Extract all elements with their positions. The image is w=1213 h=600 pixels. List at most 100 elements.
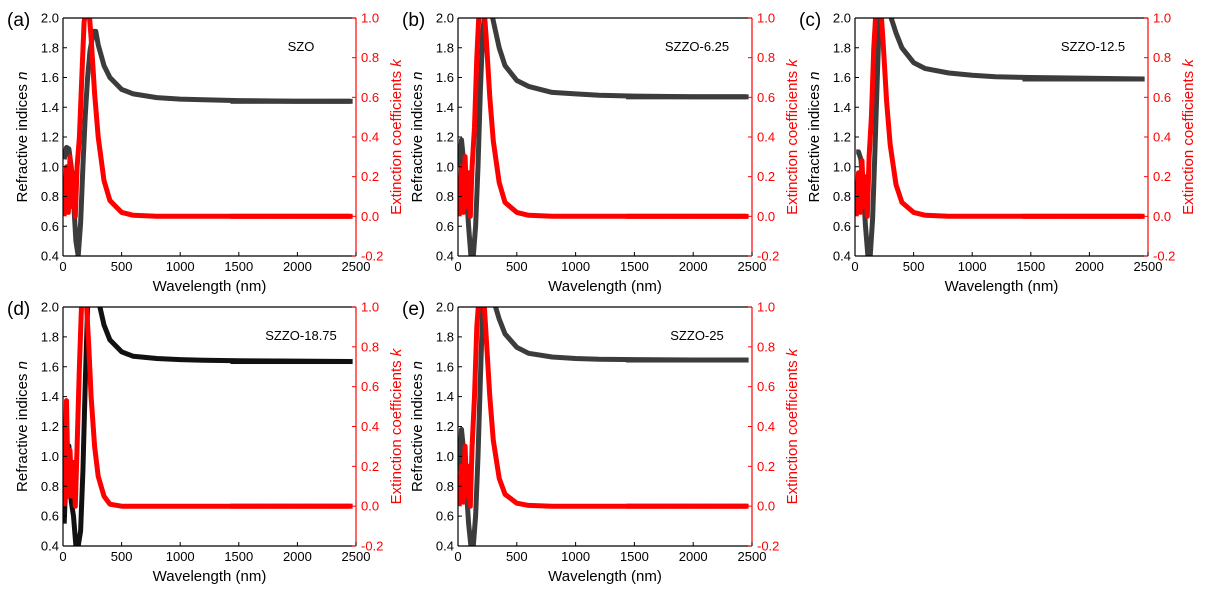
- right-y-tick-label: 0.8: [757, 339, 775, 354]
- series-marker-n: [282, 98, 288, 104]
- series-line-n: [856, 18, 1143, 256]
- left-y-tick-label: 0.4: [436, 539, 454, 554]
- right-axis-label-text: Extinction coefficients: [1180, 67, 1197, 215]
- series-marker-n: [705, 357, 711, 363]
- series-marker-n: [682, 94, 688, 100]
- series-marker-n: [649, 357, 655, 363]
- series-marker-k: [347, 213, 353, 219]
- x-tick-label: 2500: [738, 259, 767, 274]
- left-y-tick-label: 1.2: [41, 130, 59, 145]
- left-y-tick-label: 1.6: [833, 70, 851, 85]
- plot-area: [458, 18, 749, 256]
- panel-label: (b): [402, 10, 425, 31]
- x-tick-label: 2500: [1134, 259, 1163, 274]
- x-tick-label: 2000: [679, 259, 708, 274]
- series-marker-k: [715, 503, 721, 509]
- x-tick-label: 1500: [224, 259, 253, 274]
- series-marker-n: [691, 357, 697, 363]
- series-marker-n: [1041, 76, 1047, 82]
- series-marker-k: [687, 213, 693, 219]
- left-y-tick-label: 2.0: [436, 300, 454, 315]
- right-y-tick-label: 0.2: [361, 169, 379, 184]
- series-marker-k: [1116, 213, 1122, 219]
- series-marker-k: [724, 213, 730, 219]
- panel-title: SZZO-25: [670, 328, 723, 343]
- series-marker-n: [258, 98, 264, 104]
- left-y-tick-label: 1.6: [436, 70, 454, 85]
- series-marker-n: [1027, 76, 1033, 82]
- series-marker-n: [324, 359, 330, 365]
- series-marker-n: [649, 94, 655, 100]
- series-marker-n: [663, 94, 669, 100]
- series-marker-n: [715, 357, 721, 363]
- series-marker-k: [738, 213, 744, 219]
- series-marker-k: [263, 503, 269, 509]
- left-y-tick-label: 1.2: [436, 419, 454, 434]
- right-y-tick-label: 0.4: [757, 130, 775, 145]
- series-marker-n: [239, 359, 245, 365]
- series-line-k: [458, 307, 747, 509]
- series-marker-n: [319, 98, 325, 104]
- left-axis-label-text: Refractive indices: [409, 369, 426, 492]
- series-marker-k: [649, 213, 655, 219]
- right-y-tick-label: 0.0: [361, 209, 379, 224]
- series-marker-k: [701, 213, 707, 219]
- series-marker-n: [720, 94, 726, 100]
- chart-panel-4: 0 500 1000 1500 2000 2500 0.4 0.6 0.8 1.0 1.2 1.4 1.…: [7, 299, 405, 585]
- series-marker-k: [696, 503, 702, 509]
- series-marker-n: [687, 94, 693, 100]
- left-y-tick-label: 0.6: [41, 219, 59, 234]
- series-marker-k: [230, 503, 236, 509]
- series-marker-n: [654, 357, 660, 363]
- series-line-k: [458, 18, 747, 219]
- series-marker-n: [277, 359, 283, 365]
- series-marker-n: [701, 357, 707, 363]
- series-marker-k: [333, 213, 339, 219]
- series-marker-k: [333, 503, 339, 509]
- series-marker-k: [272, 503, 278, 509]
- series-marker-n: [305, 98, 311, 104]
- series-marker-k: [328, 213, 334, 219]
- series-marker-n: [1116, 76, 1122, 82]
- series-marker-k: [1120, 213, 1126, 219]
- series-marker-k: [1111, 213, 1117, 219]
- series-marker-n: [338, 98, 344, 104]
- series-marker-n: [282, 359, 288, 365]
- series-marker-n: [720, 357, 726, 363]
- left-axis-label: Refractive indices n: [806, 72, 823, 203]
- plot-area: [855, 18, 1145, 256]
- series-marker-n: [658, 357, 664, 363]
- right-y-tick-label: -0.2: [361, 539, 383, 554]
- series-marker-n: [658, 94, 664, 100]
- series-marker-k: [1106, 213, 1112, 219]
- left-y-tick-label: 2.0: [41, 300, 59, 315]
- right-axis-label-text: Extinction coefficients: [388, 356, 405, 504]
- series-marker-k: [734, 213, 740, 219]
- right-y-tick-label: -0.2: [757, 249, 779, 264]
- series-marker-n: [244, 359, 250, 365]
- right-axis-label-text: Extinction coefficients: [784, 356, 801, 504]
- right-y-tick-label: 0.0: [757, 499, 775, 514]
- right-y-tick-label: 0.2: [1153, 169, 1171, 184]
- x-tick-label: 500: [506, 259, 528, 274]
- series-marker-k: [291, 503, 297, 509]
- panel-title: SZZO-12.5: [1061, 39, 1125, 54]
- right-axis-label-text: Extinction coefficients: [784, 67, 801, 215]
- series-marker-k: [644, 503, 650, 509]
- panel-title: SZZO-18.75: [265, 328, 337, 343]
- right-axis-label-var: k: [784, 58, 801, 67]
- series-marker-n: [230, 98, 236, 104]
- series-marker-n: [687, 357, 693, 363]
- series-line-n: [63, 307, 351, 546]
- series-marker-n: [696, 357, 702, 363]
- series-marker-n: [333, 98, 339, 104]
- left-axis-label-var: n: [14, 72, 31, 80]
- left-axis-label-var: n: [806, 72, 823, 80]
- x-tick-label: 0: [59, 549, 66, 564]
- series-marker-k: [630, 503, 636, 509]
- series-line-k: [855, 18, 1143, 219]
- series-marker-n: [743, 94, 749, 100]
- panel-title: SZZO-6.25: [665, 39, 729, 54]
- x-tick-label: 500: [111, 549, 133, 564]
- series-marker-k: [347, 503, 353, 509]
